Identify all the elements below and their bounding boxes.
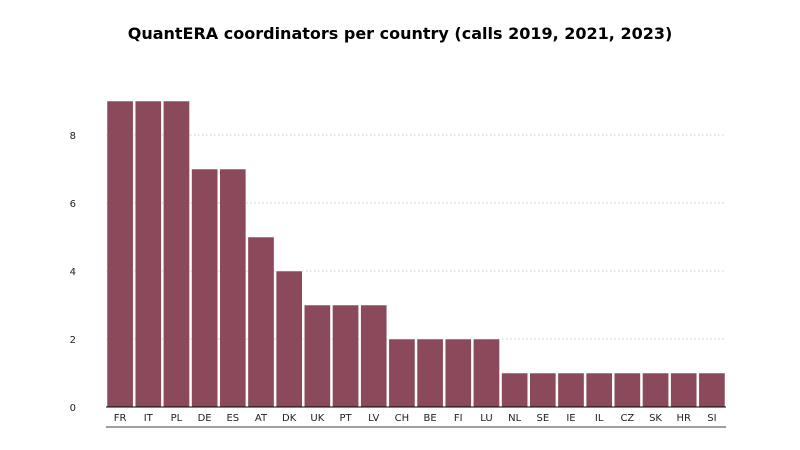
bar-at [247, 236, 275, 408]
bar-es [219, 168, 247, 408]
x-tick-label-uk: UK [310, 413, 324, 424]
x-tick-label-fr: FR [114, 413, 127, 424]
x-tick-label-ch: CH [395, 413, 410, 424]
bar-ie [557, 372, 585, 408]
bar-it [134, 100, 162, 408]
bar-se [529, 372, 557, 408]
x-tick-label-lv: LV [368, 413, 379, 424]
x-tick-label-se: SE [536, 413, 549, 424]
x-tick-label-dk: DK [282, 413, 297, 424]
bar-il [585, 372, 613, 408]
x-tick-label-ie: IE [566, 413, 575, 424]
chart-title: QuantERA coordinators per country (calls… [127, 24, 673, 43]
x-tick-label-at: AT [255, 413, 268, 424]
x-tick-label-sk: SK [649, 413, 662, 424]
y-tick-label-8: 8 [70, 131, 76, 142]
bar-cz [614, 372, 641, 408]
x-tick-label-nl: NL [508, 413, 521, 424]
x-tick-label-hr: HR [676, 413, 691, 424]
bar-sk [642, 372, 669, 408]
y-tick-label-0: 0 [70, 403, 76, 414]
x-tick-label-fi: FI [454, 413, 463, 424]
bar-lu [473, 338, 500, 408]
x-tick-label-cz: CZ [620, 413, 634, 424]
bar-fr [106, 100, 134, 408]
x-tick-label-de: DE [198, 413, 212, 424]
y-tick-label-6: 6 [70, 199, 76, 210]
bar-hr [670, 372, 698, 408]
bar-pt [332, 304, 359, 408]
bar-fi [444, 338, 472, 408]
x-tick-label-pt: PT [339, 413, 352, 424]
bar-be [416, 338, 444, 408]
bar-si [698, 372, 726, 408]
x-tick-label-pl: PL [171, 413, 183, 424]
bar-pl [163, 100, 190, 408]
y-tick-label-4: 4 [70, 267, 76, 278]
bar-lv [360, 304, 388, 408]
x-tick-label-lu: LU [480, 413, 492, 424]
bar-nl [501, 372, 528, 408]
x-tick-label-it: IT [144, 413, 154, 424]
bar-uk [304, 304, 331, 408]
bar-dk [275, 270, 303, 408]
x-tick-label-es: ES [226, 413, 239, 424]
x-tick-label-be: BE [423, 413, 436, 424]
bar-de [191, 168, 218, 408]
y-tick-label-2: 2 [70, 335, 76, 346]
x-tick-label-si: SI [707, 413, 716, 424]
bar-ch [388, 338, 416, 408]
x-tick-label-il: IL [595, 413, 604, 424]
